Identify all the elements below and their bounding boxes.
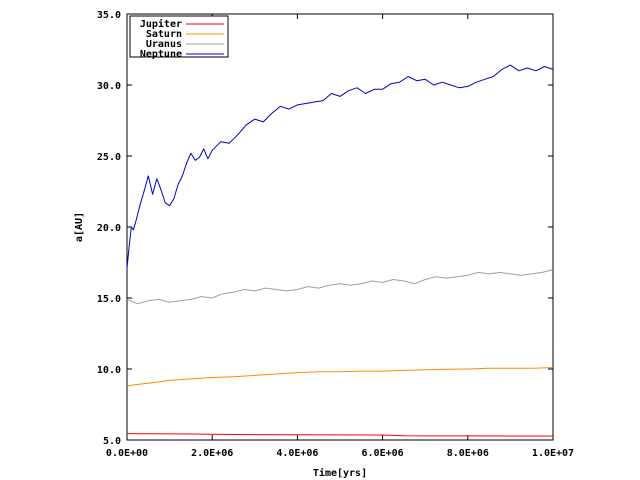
legend-label-neptune: Neptune [140,49,182,60]
y-tick-label: 15.0 [97,294,121,305]
x-axis-label: Time[yrs] [313,467,367,479]
series-line-uranus [126,269,554,305]
y-tick-label: 30.0 [97,81,121,92]
y-tick-label: 20.0 [97,223,121,234]
legend-label-saturn: Saturn [146,29,182,40]
x-tick-label: 0.0E+00 [106,448,148,459]
x-tick-label: 2.0E+06 [191,448,233,459]
y-tick-label: 10.0 [97,365,121,376]
series-line-saturn [126,367,554,387]
series-line-jupiter [126,433,553,437]
y-axis-label: a[AU] [74,212,85,242]
y-tick-label: 25.0 [97,152,121,163]
y-tick-label: 5.0 [103,436,121,447]
x-tick-label: 6.0E+06 [362,448,404,459]
y-axis: 5.0 10.0 15.0 20.0 25.0 30.0 35.0 [97,10,553,447]
legend-label-uranus: Uranus [146,39,182,50]
series-lines [126,64,554,437]
y-tick-label: 35.0 [97,10,121,21]
legend-box [129,15,229,58]
x-tick-label: 8.0E+06 [447,448,489,459]
series-line-neptune [126,64,554,269]
x-tick-label: 4.0E+06 [276,448,318,459]
x-tick-label: 1.0E+07 [532,448,574,459]
legend-label-jupiter: Jupiter [140,18,182,30]
